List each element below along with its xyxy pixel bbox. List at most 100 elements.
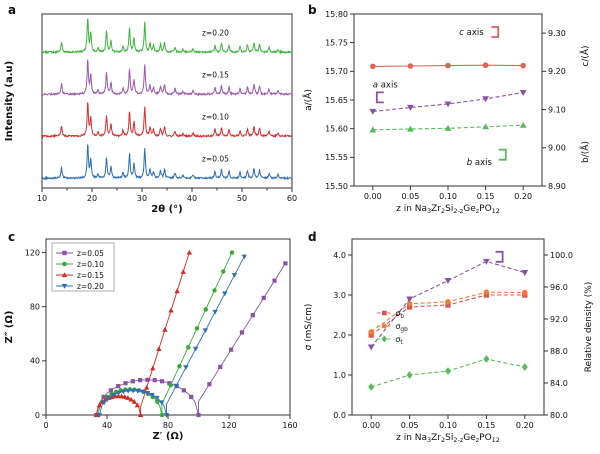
panel-b: b 0.00 0.05 0.10 0.15 0.20 15.50 15.55 15.60 15.… bbox=[300, 0, 600, 227]
marker-z=0.10 bbox=[177, 364, 182, 369]
marker-z=0.10 bbox=[155, 399, 160, 404]
marker-c-axis bbox=[445, 62, 451, 69]
marker-b-axis bbox=[482, 123, 489, 130]
marker-a-axis bbox=[482, 96, 489, 103]
marker-c-axis bbox=[370, 63, 376, 70]
y-tick-label-right: 9.00 bbox=[548, 144, 566, 153]
x-axis-label: z in Na3Zr2Si2-zGezPO12 bbox=[396, 433, 500, 444]
marker-z=0.20 bbox=[231, 273, 238, 278]
y-tick-label: 40 bbox=[30, 357, 40, 366]
axis-pointer-bracket bbox=[498, 148, 507, 161]
marker-z=0.20 bbox=[241, 254, 247, 260]
marker-z=0.15 bbox=[103, 396, 109, 402]
y-tick-label-right: 80.0 bbox=[550, 411, 568, 420]
panel-b-chart: 0.00 0.05 0.10 0.15 0.20 15.50 15.55 15.60 15.65… bbox=[302, 10, 591, 215]
y-axis-label: Z″ (Ω) bbox=[4, 311, 15, 344]
marker-Relative-density bbox=[444, 278, 452, 284]
marker-σt bbox=[483, 355, 490, 363]
panel-c-plot: 0 40 80 120 160 0 40 80 120 Z′ (Ω) Z″ (Ω) bbox=[4, 238, 298, 442]
marker-z=0.05 bbox=[228, 347, 234, 352]
panel-b-plot: 0.00 0.05 0.10 0.15 0.20 15.50 15.55 15.60 15.65… bbox=[302, 10, 591, 215]
marker-z=0.20 bbox=[154, 395, 160, 401]
annotation-a-axis: a axis bbox=[373, 80, 399, 90]
marker-z=0.20 bbox=[202, 328, 209, 334]
marker-a-axis bbox=[444, 101, 452, 108]
marker-z=0.15 bbox=[156, 346, 162, 352]
marker-z=0.20 bbox=[183, 365, 189, 370]
marker-z=0.05 bbox=[218, 364, 223, 370]
marker-z=0.15 bbox=[128, 396, 134, 402]
x-tick-label: 20 bbox=[87, 194, 97, 203]
marker-z=0.15 bbox=[137, 412, 144, 418]
marker-z=0.15 bbox=[118, 393, 125, 399]
marker-z=0.20 bbox=[158, 400, 165, 406]
marker-a-axis bbox=[519, 89, 527, 96]
marker-z=0.05 bbox=[272, 278, 277, 283]
marker-b-axis bbox=[369, 126, 377, 133]
panel-d-chart: 0.00 0.05 0.10 0.15 0.20 0.0 1.0 2.0 3.0 4.0 80.0 8… bbox=[304, 238, 594, 444]
nyquist-line-z=0.05 bbox=[95, 263, 286, 416]
legend-marker bbox=[62, 250, 67, 256]
y-tick-label-right: 9.30 bbox=[548, 29, 566, 38]
marker-b-axis bbox=[407, 125, 414, 132]
marker-z=0.20 bbox=[115, 390, 122, 396]
marker-z=0.10 bbox=[203, 307, 208, 312]
marker-z=0.05 bbox=[159, 379, 165, 384]
marker-z=0.20 bbox=[144, 390, 151, 396]
trace-label: z=0.20 bbox=[202, 28, 229, 37]
legend-marker bbox=[382, 310, 387, 316]
marker-z=0.20 bbox=[212, 309, 218, 315]
panel-a-plot: 10 20 30 40 50 60 2θ (°) Intensity (a.u) z=0.05 z… bbox=[4, 13, 297, 215]
legend-label: z=0.10 bbox=[77, 260, 104, 269]
marker-z=0.15 bbox=[174, 288, 180, 294]
legend-marker bbox=[61, 283, 68, 289]
marker-Relative-density bbox=[521, 270, 529, 276]
xrd-trace-z=0.15 bbox=[41, 59, 293, 97]
trace-label: z=0.15 bbox=[202, 70, 229, 79]
axis-pointer-bracket bbox=[491, 26, 500, 38]
marker-z=0.05 bbox=[189, 394, 194, 399]
panel-a-chart: 10 20 30 40 50 60 2θ (°) Intensity (a.u) z=0.05 z… bbox=[4, 13, 297, 215]
marker-b-axis bbox=[519, 121, 527, 128]
y-axis-label-right-top: c/(Å) bbox=[579, 45, 591, 66]
marker-c-axis bbox=[520, 62, 526, 69]
marker-z=0.20 bbox=[120, 389, 127, 395]
marker-z=0.10 bbox=[194, 326, 200, 331]
y-tick-label-right: 88.0 bbox=[550, 347, 568, 356]
x-tick-label: 0 bbox=[43, 421, 48, 430]
marker-z=0.05 bbox=[108, 388, 114, 393]
marker-z=0.20 bbox=[106, 395, 112, 401]
legend-marker bbox=[381, 323, 387, 329]
x-tick-label: 0.15 bbox=[477, 421, 495, 430]
marker-σb bbox=[445, 302, 451, 308]
marker-Relative-density bbox=[406, 296, 413, 303]
marker-z=0.05 bbox=[250, 313, 255, 318]
marker-z=0.05 bbox=[130, 379, 135, 384]
trace-label: z=0.10 bbox=[202, 112, 229, 121]
marker-z=0.20 bbox=[139, 389, 146, 395]
x-tick-label: 120 bbox=[221, 421, 236, 430]
plot-border bbox=[41, 13, 293, 189]
y-tick-label-left: 15.50 bbox=[325, 182, 348, 191]
y-tick-label-right: 100.0 bbox=[550, 251, 573, 260]
panel-b-letter: b bbox=[308, 3, 317, 17]
axis-pointer-bracket bbox=[375, 91, 384, 104]
marker-z=0.15 bbox=[168, 307, 174, 313]
legend-label: σgb bbox=[395, 322, 408, 333]
marker-z=0.20 bbox=[101, 400, 107, 406]
marker-z=0.15 bbox=[131, 399, 137, 404]
marker-a-axis bbox=[407, 104, 414, 111]
axis-pointer-bracket bbox=[495, 250, 504, 263]
x-tick-label: 160 bbox=[282, 421, 297, 430]
marker-σt bbox=[521, 363, 528, 371]
x-axis-label: Z′ (Ω) bbox=[152, 431, 183, 442]
marker-σgb bbox=[483, 289, 490, 295]
y-tick-label-left: 0.0 bbox=[333, 411, 346, 420]
marker-z=0.05 bbox=[138, 378, 143, 383]
xrd-trace-z=0.05 bbox=[41, 144, 292, 181]
xrd-trace-z=0.10 bbox=[41, 102, 293, 139]
legend-label: z=0.15 bbox=[77, 271, 104, 280]
marker-z=0.05 bbox=[123, 381, 128, 386]
y-tick-label-right: 92.0 bbox=[550, 315, 568, 324]
